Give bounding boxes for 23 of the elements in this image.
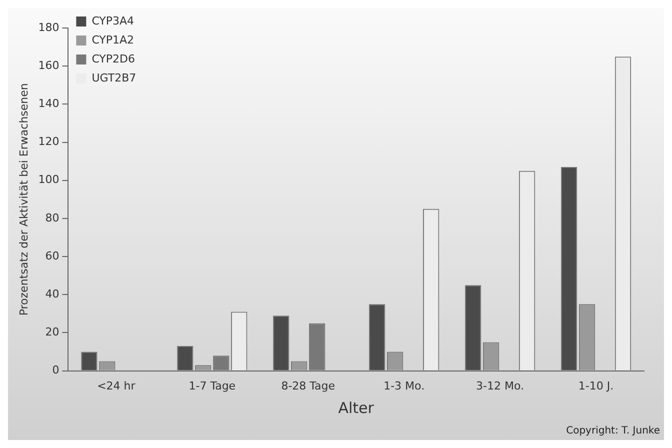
x-tick-label: 1-7 Tage	[188, 379, 236, 392]
x-tick-label: 1-10 J.	[578, 379, 614, 392]
y-tick-label: 20	[45, 326, 60, 339]
x-tick-label: <24 hr	[97, 379, 136, 392]
legend-label: UGT2B7	[92, 71, 136, 84]
y-tick-label: 120	[38, 135, 60, 148]
legend-label: CYP2D6	[92, 52, 136, 66]
x-axis-title: Alter	[338, 398, 375, 417]
legend-label: CYP3A4	[92, 14, 134, 28]
y-tick-label: 40	[45, 287, 60, 300]
y-axis-title: Prozentsatz der Aktivität bei Erwachsenen	[17, 83, 30, 316]
x-tick-label: 3-12 Mo.	[476, 379, 524, 392]
y-tick-label: 60	[45, 249, 60, 262]
y-tick-label: 100	[38, 173, 60, 186]
y-tick-label: 180	[38, 20, 60, 34]
y-tick-label: 160	[38, 58, 60, 72]
y-tick-label: 140	[38, 97, 60, 110]
x-tick-label: 1-3 Mo.	[384, 379, 425, 392]
text: Copyright: T. Junke	[566, 426, 660, 437]
legend-label: CYP1A2	[92, 33, 134, 46]
y-tick-label: 0	[52, 364, 60, 377]
x-tick-label: 8-28 Tage	[281, 379, 336, 392]
y-tick-label: 80	[45, 211, 60, 224]
